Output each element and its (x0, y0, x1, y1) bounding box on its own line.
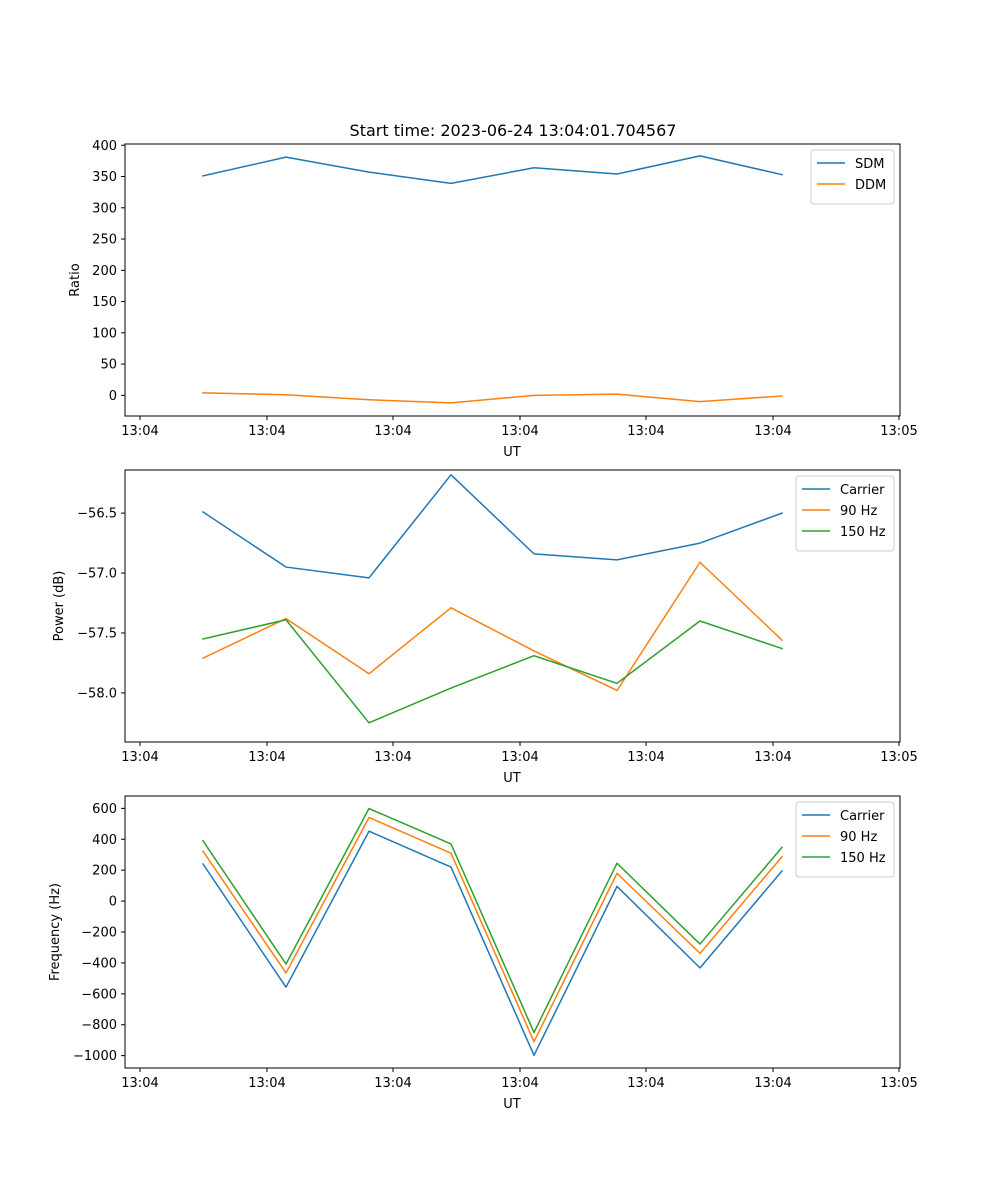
y-tick-label: 200 (92, 264, 117, 279)
y-axis-label: Power (dB) (52, 571, 67, 642)
y-tick-label: −800 (81, 1018, 117, 1033)
x-tick-label: 13:04 (501, 750, 538, 765)
legend-label: DDM (855, 178, 886, 193)
x-tick-label: 13:04 (501, 1076, 538, 1091)
chart-panel-3: 13:04 13:04 13:04 13:04 13:04 13:04 13:05 UT −10… (48, 795, 918, 1112)
legend-box (795, 475, 895, 552)
legend-label: Carrier (840, 809, 885, 824)
x-tick-label: 13:04 (374, 424, 411, 439)
y-axis-label: Frequency (Hz) (48, 883, 63, 981)
x-tick-label: 13:04 (121, 750, 158, 765)
legend: Carrier 90 Hz 150 Hz (795, 475, 895, 552)
legend-label: SDM (855, 157, 884, 172)
y-tick-label: 600 (92, 802, 117, 817)
legend: SDM DDM (810, 149, 895, 205)
y-tick-label: 50 (100, 358, 117, 373)
x-tick-label: 13:04 (501, 424, 538, 439)
y-tick-label: 0 (109, 895, 117, 910)
panels: 13:04 13:04 13:04 13:04 13:04 13:04 13:05 UT 0 50… (48, 139, 918, 1112)
axes-frame (124, 143, 901, 417)
legend-label: 150 Hz (840, 525, 886, 540)
y-tick-label: 200 (92, 864, 117, 879)
legend-label: 90 Hz (840, 504, 877, 519)
series-line-3 (201, 807, 784, 1034)
x-tick-label: 13:04 (374, 1076, 411, 1091)
x-tick-label: 13:04 (627, 1076, 664, 1091)
chart-panel-1: 13:04 13:04 13:04 13:04 13:04 13:04 13:05 UT 0 50… (68, 139, 918, 460)
y-tick-label: 300 (92, 201, 117, 216)
x-tick-label: 13:04 (374, 750, 411, 765)
y-tick-label: −400 (81, 956, 117, 971)
x-axis-label: UT (503, 771, 521, 786)
y-tick-label: −1000 (73, 1049, 117, 1064)
x-tick-label: 13:04 (248, 424, 285, 439)
x-tick-label: 13:05 (880, 424, 917, 439)
y-tick-label: −56.5 (77, 507, 117, 522)
x-tick-label: 13:05 (880, 1076, 917, 1091)
series-line-3 (202, 619, 783, 724)
x-tick-label: 13:04 (121, 424, 158, 439)
y-tick-label: 250 (92, 233, 117, 248)
x-tick-label: 13:04 (248, 750, 285, 765)
x-axis-label: UT (503, 445, 521, 460)
y-tick-label: −57.5 (77, 626, 117, 641)
series-line-1 (201, 474, 783, 579)
x-tick-label: 13:04 (754, 1076, 791, 1091)
x-tick-label: 13:04 (754, 424, 791, 439)
legend-label: 150 Hz (840, 851, 886, 866)
axes-frame (124, 469, 901, 743)
y-tick-label: 400 (92, 833, 117, 848)
series-line-2 (202, 561, 784, 692)
series-line-1 (202, 155, 783, 185)
y-axis-label: Ratio (68, 263, 83, 296)
x-tick-label: 13:05 (880, 750, 917, 765)
x-tick-label: 13:04 (627, 750, 664, 765)
x-axis-label: UT (503, 1097, 521, 1112)
x-tick-label: 13:04 (248, 1076, 285, 1091)
legend-label: Carrier (840, 483, 885, 498)
figure-title: Start time: 2023-06-24 13:04:01.704567 (350, 121, 677, 140)
chart-panel-2: 13:04 13:04 13:04 13:04 13:04 13:04 13:05 UT −58… (52, 469, 918, 786)
y-tick-label: 400 (92, 139, 117, 154)
y-tick-label: −58.0 (77, 686, 117, 701)
x-tick-label: 13:04 (754, 750, 791, 765)
legend-box (795, 801, 895, 878)
y-tick-label: 100 (92, 326, 117, 341)
y-tick-label: 350 (92, 170, 117, 185)
series-line-2 (202, 392, 783, 404)
y-tick-label: 150 (92, 295, 117, 310)
y-tick-label: 0 (109, 389, 117, 404)
x-tick-label: 13:04 (121, 1076, 158, 1091)
y-tick-label: −200 (81, 926, 117, 941)
series-line-2 (201, 816, 784, 1043)
legend: Carrier 90 Hz 150 Hz (795, 801, 895, 878)
y-tick-label: −600 (81, 987, 117, 1002)
legend-label: 90 Hz (840, 830, 877, 845)
y-tick-label: −57.0 (77, 567, 117, 582)
series-line-1 (201, 830, 784, 1057)
x-tick-label: 13:04 (627, 424, 664, 439)
